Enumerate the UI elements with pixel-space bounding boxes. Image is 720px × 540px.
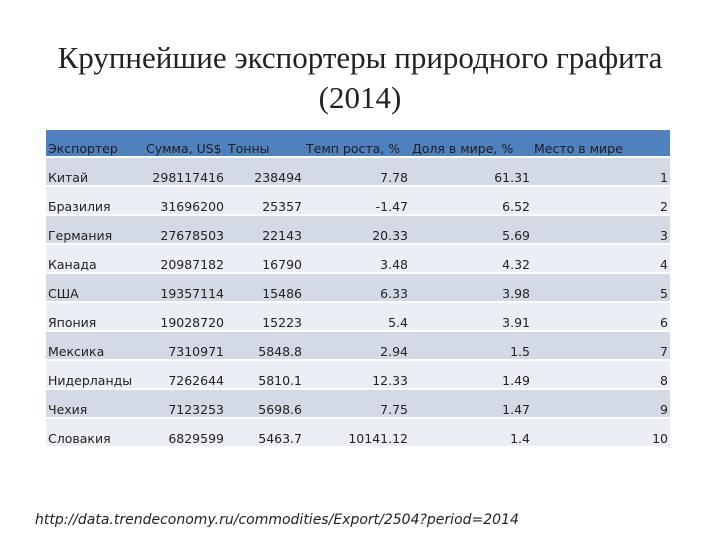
cell-growth-rate: 6.33 [304,272,410,302]
source-link[interactable]: http://data.trendeconomy.ru/commodities/… [35,512,519,528]
slide-title: Крупнейшие экспортеры природного графита… [20,38,700,118]
cell-exporter: Япония [46,301,144,331]
cell-world-share: 1.47 [410,388,532,418]
cell-world-share: 1.5 [410,330,532,360]
cell-world-rank: 8 [532,359,670,389]
cell-world-share: 6.52 [410,185,532,215]
cell-growth-rate: 12.33 [304,359,410,389]
table-row: Канада 20987182 16790 3.48 4.32 4 [46,243,670,273]
cell-sum-usd: 7262644 [144,359,226,389]
cell-exporter: Германия [46,214,144,244]
cell-world-share: 61.31 [410,156,532,186]
cell-tonnes: 5698.6 [226,388,304,418]
cell-exporter: Чехия [46,388,144,418]
header-sum-usd: Сумма, US$ [144,130,226,158]
header-tonnes: Тонны [226,130,304,158]
cell-sum-usd: 31696200 [144,185,226,215]
cell-growth-rate: 20.33 [304,214,410,244]
cell-world-rank: 1 [532,156,670,186]
cell-sum-usd: 7123253 [144,388,226,418]
header-exporter: Экспортер [46,130,144,158]
cell-sum-usd: 7310971 [144,330,226,360]
table-row: Китай 298117416 238494 7.78 61.31 1 [46,156,670,186]
cell-world-rank: 2 [532,185,670,215]
cell-world-share: 1.4 [410,417,532,446]
cell-world-share: 4.32 [410,243,532,273]
cell-sum-usd: 298117416 [144,156,226,186]
table-row: Мексика 7310971 5848.8 2.94 1.5 7 [46,330,670,360]
table-row: Япония 19028720 15223 5.4 3.91 6 [46,301,670,331]
table-row: Германия 27678503 22143 20.33 5.69 3 [46,214,670,244]
cell-world-rank: 9 [532,388,670,418]
cell-world-share: 1.49 [410,359,532,389]
cell-tonnes: 15223 [226,301,304,331]
title-line-1: Крупнейшие экспортеры природного графита [57,40,663,75]
cell-world-share: 5.69 [410,214,532,244]
cell-sum-usd: 19357114 [144,272,226,302]
table-row: Чехия 7123253 5698.6 7.75 1.47 9 [46,388,670,418]
table-row: Словакия 6829599 5463.7 10141.12 1.4 10 [46,417,670,446]
cell-world-rank: 5 [532,272,670,302]
cell-growth-rate: 5.4 [304,301,410,331]
cell-tonnes: 5848.8 [226,330,304,360]
cell-exporter: Канада [46,243,144,273]
table-header-row: Экспортер Сумма, US$ Тонны Темп роста, %… [46,130,670,158]
cell-world-rank: 7 [532,330,670,360]
cell-exporter: Китай [46,156,144,186]
header-growth-rate: Темп роста, % [304,130,410,158]
cell-sum-usd: 20987182 [144,243,226,273]
cell-exporter: Словакия [46,417,144,446]
cell-world-rank: 6 [532,301,670,331]
header-world-rank: Место в мире [532,130,670,158]
title-line-2: (2014) [318,80,402,115]
cell-tonnes: 22143 [226,214,304,244]
cell-world-rank: 3 [532,214,670,244]
cell-exporter: Мексика [46,330,144,360]
cell-sum-usd: 6829599 [144,417,226,446]
cell-exporter: Нидерланды [46,359,144,389]
cell-world-share: 3.91 [410,301,532,331]
cell-exporter: Бразилия [46,185,144,215]
cell-growth-rate: 3.48 [304,243,410,273]
cell-growth-rate: 2.94 [304,330,410,360]
cell-sum-usd: 27678503 [144,214,226,244]
table-row: США 19357114 15486 6.33 3.98 5 [46,272,670,302]
cell-tonnes: 15486 [226,272,304,302]
cell-sum-usd: 19028720 [144,301,226,331]
header-world-share: Доля в мире, % [410,130,532,158]
cell-world-share: 3.98 [410,272,532,302]
cell-exporter: США [46,272,144,302]
cell-world-rank: 10 [532,417,670,446]
cell-growth-rate: -1.47 [304,185,410,215]
cell-tonnes: 238494 [226,156,304,186]
cell-growth-rate: 7.75 [304,388,410,418]
cell-growth-rate: 7.78 [304,156,410,186]
table-row: Нидерланды 7262644 5810.1 12.33 1.49 8 [46,359,670,389]
cell-tonnes: 16790 [226,243,304,273]
cell-growth-rate: 10141.12 [304,417,410,446]
cell-tonnes: 5463.7 [226,417,304,446]
table-row: Бразилия 31696200 25357 -1.47 6.52 2 [46,185,670,215]
cell-tonnes: 25357 [226,185,304,215]
cell-tonnes: 5810.1 [226,359,304,389]
cell-world-rank: 4 [532,243,670,273]
exporters-table: Экспортер Сумма, US$ Тонны Темп роста, %… [46,130,670,446]
